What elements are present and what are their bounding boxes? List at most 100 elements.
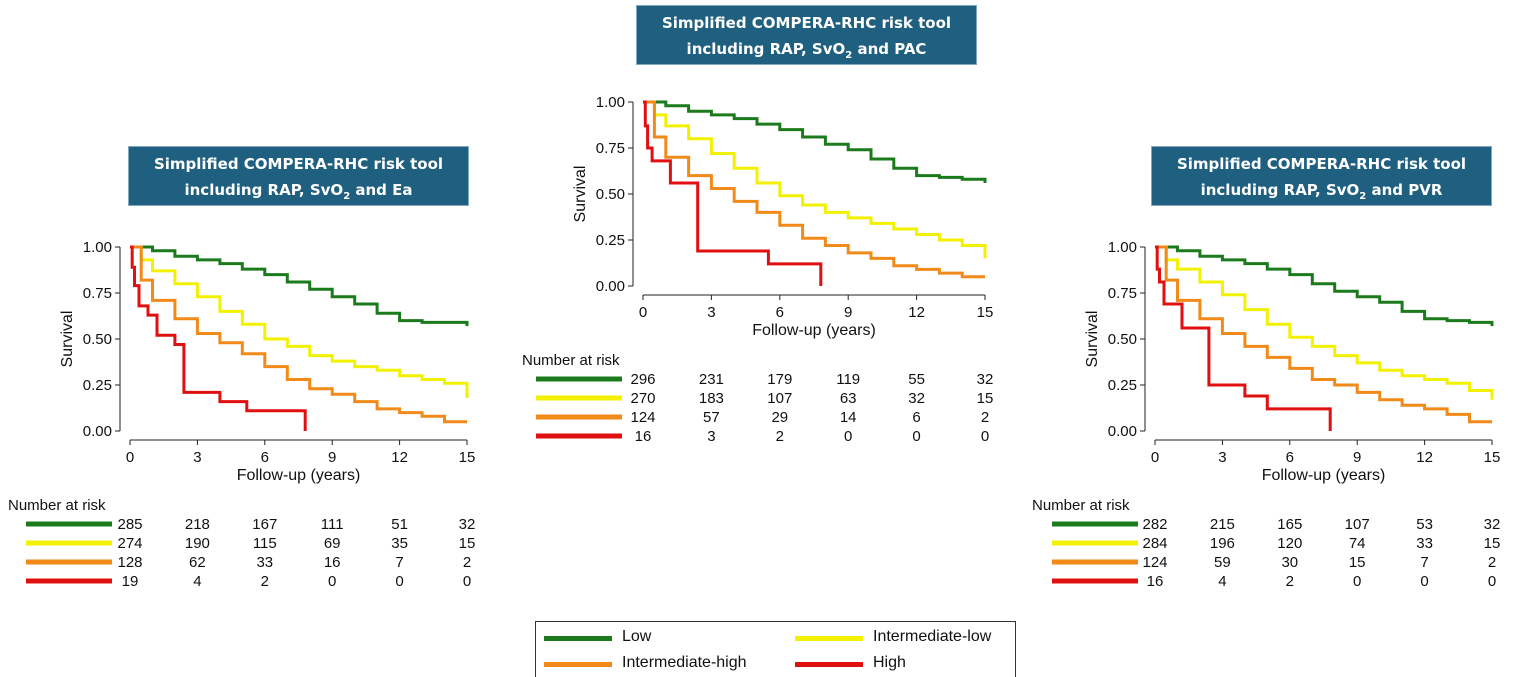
km-curve-high bbox=[1155, 245, 1332, 431]
risk-count: 124 bbox=[1142, 554, 1167, 571]
risk-count: 33 bbox=[1416, 535, 1433, 552]
risk-count: 0 bbox=[328, 573, 336, 590]
risk-count: 69 bbox=[324, 535, 341, 552]
km-curve-intermediate-low bbox=[130, 245, 469, 398]
y-tick-label: 1.00 bbox=[1108, 239, 1137, 256]
risk-count: 124 bbox=[630, 409, 655, 426]
risk-count: 0 bbox=[981, 428, 989, 445]
legend: Low Intermediate-low Intermediate-high H… bbox=[535, 621, 1016, 677]
risk-count: 33 bbox=[256, 554, 273, 571]
risk-count: 32 bbox=[459, 516, 476, 533]
y-tick-label: 0.50 bbox=[83, 331, 112, 348]
risk-count: 285 bbox=[117, 516, 142, 533]
risk-count: 15 bbox=[1349, 554, 1366, 571]
risk-count: 2 bbox=[981, 409, 989, 426]
risk-count: 119 bbox=[836, 371, 860, 388]
panel-title-ea-line1: Simplified COMPERA-RHC risk tool bbox=[153, 155, 444, 173]
risk-count: 32 bbox=[908, 390, 925, 407]
x-tick-label: 3 bbox=[1218, 449, 1226, 466]
risk-count: 2 bbox=[776, 428, 784, 445]
x-tick-label: 3 bbox=[193, 449, 201, 466]
x-axis-label: Follow-up (years) bbox=[1262, 467, 1386, 484]
risk-count: 2 bbox=[1488, 554, 1496, 571]
y-tick-label: 0.75 bbox=[1108, 285, 1137, 302]
risk-count: 32 bbox=[977, 371, 994, 388]
y-tick-label: 0.25 bbox=[1108, 377, 1137, 394]
risk-count: 231 bbox=[699, 371, 724, 388]
risk-table-title: Number at risk bbox=[1032, 497, 1130, 514]
y-tick-label: 0.75 bbox=[83, 285, 112, 302]
risk-count: 179 bbox=[767, 371, 792, 388]
risk-count: 15 bbox=[459, 535, 476, 552]
panel-title-pac: Simplified COMPERA-RHC risk tool includi… bbox=[636, 5, 977, 65]
y-tick-label: 0.00 bbox=[83, 423, 112, 440]
legend-swatch-intermediate-low bbox=[795, 636, 863, 641]
x-tick-label: 6 bbox=[776, 304, 784, 321]
risk-count: 165 bbox=[1277, 516, 1302, 533]
x-tick-label: 12 bbox=[908, 304, 925, 321]
panel-title-pvr-line1: Simplified COMPERA-RHC risk tool bbox=[1176, 155, 1467, 173]
km-curve-high bbox=[130, 245, 307, 431]
risk-count: 6 bbox=[912, 409, 920, 426]
panel-title-ea-line2: including RAP, SvO2 and Ea bbox=[184, 181, 413, 202]
risk-count: 15 bbox=[977, 390, 994, 407]
y-tick-label: 1.00 bbox=[596, 94, 625, 111]
risk-count: 29 bbox=[771, 409, 788, 426]
y-axis-label: Survival bbox=[572, 166, 589, 223]
x-tick-label: 0 bbox=[126, 449, 134, 466]
risk-count: 107 bbox=[767, 390, 792, 407]
risk-count: 16 bbox=[1147, 573, 1164, 590]
risk-count: 107 bbox=[1345, 516, 1370, 533]
y-axis-label: Survival bbox=[1084, 311, 1101, 368]
risk-count: 120 bbox=[1277, 535, 1302, 552]
y-tick-label: 0.00 bbox=[596, 278, 625, 295]
risk-count: 19 bbox=[122, 573, 139, 590]
risk-table-title: Number at risk bbox=[522, 352, 620, 369]
risk-count: 14 bbox=[840, 409, 857, 426]
panel-title-pvr: Simplified COMPERA-RHC risk tool includi… bbox=[1151, 146, 1492, 206]
y-axis-label: Survival bbox=[59, 311, 76, 368]
x-tick-label: 6 bbox=[1286, 449, 1294, 466]
risk-count: 284 bbox=[1142, 535, 1167, 552]
risk-count: 270 bbox=[630, 390, 655, 407]
risk-count: 115 bbox=[253, 535, 277, 552]
x-tick-label: 0 bbox=[639, 304, 647, 321]
x-tick-label: 15 bbox=[1484, 449, 1501, 466]
risk-count: 63 bbox=[840, 390, 857, 407]
panel-title-pac-line2: including RAP, SvO2 and PAC bbox=[686, 40, 927, 61]
risk-count: 196 bbox=[1210, 535, 1235, 552]
y-tick-label: 0.50 bbox=[1108, 331, 1137, 348]
risk-count: 215 bbox=[1210, 516, 1235, 533]
risk-count: 296 bbox=[630, 371, 655, 388]
x-tick-label: 15 bbox=[977, 304, 994, 321]
panel-title-ea: Simplified COMPERA-RHC risk tool includi… bbox=[128, 146, 469, 206]
risk-count: 16 bbox=[635, 428, 652, 445]
risk-count: 62 bbox=[189, 554, 206, 571]
km-chart-pac: 0.00 0.25 0.50 0.75 1.00 Survival 0 3 6 9 12 15 Foll… bbox=[522, 94, 994, 445]
km-curve-low bbox=[643, 100, 987, 183]
risk-count: 3 bbox=[707, 428, 715, 445]
risk-count: 55 bbox=[908, 371, 925, 388]
x-axis-label: Follow-up (years) bbox=[752, 322, 876, 339]
risk-count: 51 bbox=[391, 516, 408, 533]
risk-count: 167 bbox=[252, 516, 277, 533]
y-tick-label: 1.00 bbox=[83, 239, 112, 256]
x-tick-label: 9 bbox=[1353, 449, 1361, 466]
x-tick-label: 12 bbox=[391, 449, 408, 466]
risk-count: 32 bbox=[1484, 516, 1501, 533]
risk-count: 0 bbox=[1488, 573, 1496, 590]
risk-table-title: Number at risk bbox=[8, 497, 106, 514]
km-curve-low bbox=[130, 245, 469, 327]
km-curve-low bbox=[1155, 245, 1494, 327]
risk-count: 35 bbox=[391, 535, 408, 552]
risk-count: 282 bbox=[1142, 516, 1167, 533]
legend-label-low: Low bbox=[622, 628, 652, 645]
km-curve-intermediate-high bbox=[1155, 245, 1492, 424]
risk-count: 2 bbox=[463, 554, 471, 571]
risk-count: 0 bbox=[844, 428, 852, 445]
x-tick-label: 3 bbox=[707, 304, 715, 321]
y-tick-label: 0.25 bbox=[596, 232, 625, 249]
risk-count: 0 bbox=[912, 428, 920, 445]
risk-count: 57 bbox=[703, 409, 720, 426]
risk-count: 15 bbox=[1484, 535, 1501, 552]
